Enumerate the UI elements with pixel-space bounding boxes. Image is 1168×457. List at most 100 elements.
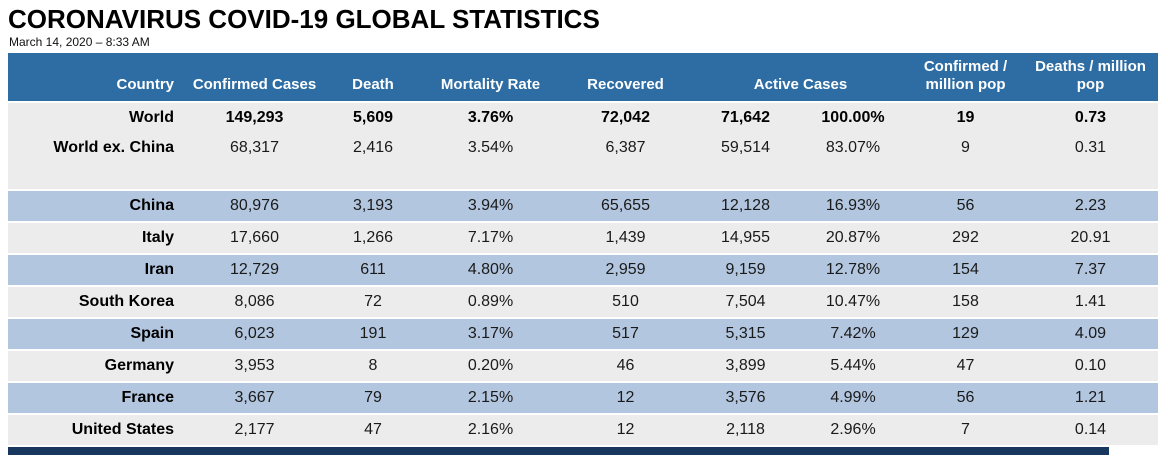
cell-value: 2.23 [1023, 190, 1158, 223]
cell-value: 2,416 [323, 133, 423, 163]
cell-value: 12.78% [798, 254, 908, 287]
table-row: South Korea 8,086 72 0.89% 510 7,504 10.47% 158… [8, 286, 1158, 319]
cell-value: 20.91 [1023, 222, 1158, 255]
cell-value: 191 [323, 318, 423, 351]
cell-value: 9,159 [693, 254, 798, 287]
cell-value: 3,953 [186, 350, 323, 383]
table-row: Spain 6,023 191 3.17% 517 5,315 7.42% 129 4.09 [8, 318, 1158, 351]
table-row: Italy 17,660 1,266 7.17% 1,439 14,955 20.87% 29… [8, 222, 1158, 255]
timestamp: March 14, 2020 – 8:33 AM [9, 35, 150, 49]
cell-value: 3,899 [693, 350, 798, 383]
cell-value: 611 [323, 254, 423, 287]
column-header: Confirmed Cases [186, 53, 323, 103]
column-header: Recovered [558, 53, 693, 103]
cell-value: 2.16% [423, 414, 558, 445]
cell-value: 72,042 [558, 102, 693, 133]
cell-value: 46 [558, 350, 693, 383]
cell-country: Germany [8, 350, 186, 383]
column-header: Deaths / million pop [1023, 53, 1158, 103]
cell-value: 129 [908, 318, 1023, 351]
cell-value: 3,193 [323, 190, 423, 223]
statistics-table: Country Confirmed Cases Death Mortality Rat… [8, 53, 1158, 445]
cell-value: 56 [908, 382, 1023, 415]
cell-country: France [8, 382, 186, 415]
cell-value: 4.99% [798, 382, 908, 415]
cell-value: 7,504 [693, 286, 798, 319]
column-header: Active Cases [693, 53, 908, 103]
cell-country: Italy [8, 222, 186, 255]
cell-country: United States [8, 414, 186, 445]
cell-value: 3.54% [423, 133, 558, 163]
cell-value: 8 [323, 350, 423, 383]
column-header: Confirmed / million pop [908, 53, 1023, 103]
cell-country: South Korea [8, 286, 186, 319]
cell-value: 71,642 [693, 102, 798, 133]
cell-value: 10.47% [798, 286, 908, 319]
cell-value: 12,128 [693, 190, 798, 223]
bottom-bar [8, 447, 1109, 455]
cell-value: 1,439 [558, 222, 693, 255]
table-row: France 3,667 79 2.15% 12 3,576 4.99% 56 1.21 [8, 382, 1158, 415]
cell-value: 12 [558, 382, 693, 415]
cell-value: 3.17% [423, 318, 558, 351]
cell-value: 7.42% [798, 318, 908, 351]
cell-value: 59,514 [693, 133, 798, 163]
cell-value: 1,266 [323, 222, 423, 255]
cell-value: 1.41 [1023, 286, 1158, 319]
table-row: Germany 3,953 8 0.20% 46 3,899 5.44% 47 0.10 [8, 350, 1158, 383]
cell-value: 7.37 [1023, 254, 1158, 287]
cell-value: 0.73 [1023, 102, 1158, 133]
cell-value: 3.94% [423, 190, 558, 223]
cell-value: 2,177 [186, 414, 323, 445]
cell-value: 7 [908, 414, 1023, 445]
cell-value: 100.00% [798, 102, 908, 133]
cell-value: 19 [908, 102, 1023, 133]
cell-value: 16.93% [798, 190, 908, 223]
cell-value: 6,023 [186, 318, 323, 351]
cell-value: 4.09 [1023, 318, 1158, 351]
cell-country: Iran [8, 254, 186, 287]
table-row: China 80,976 3,193 3.94% 65,655 12,128 16.93% 5… [8, 190, 1158, 223]
cell-value: 3,576 [693, 382, 798, 415]
cell-value: 2,959 [558, 254, 693, 287]
cell-value: 0.14 [1023, 414, 1158, 445]
cell-value: 17,660 [186, 222, 323, 255]
cell-value: 7.17% [423, 222, 558, 255]
cell-value: 5,315 [693, 318, 798, 351]
cell-value: 4.80% [423, 254, 558, 287]
cell-value: 8,086 [186, 286, 323, 319]
cell-value: 9 [908, 133, 1023, 163]
spacer-row [8, 163, 1158, 191]
table-row: United States 2,177 47 2.16% 12 2,118 2.96% 7 0.… [8, 414, 1158, 445]
cell-value: 149,293 [186, 102, 323, 133]
cell-value: 510 [558, 286, 693, 319]
cell-value: 80,976 [186, 190, 323, 223]
cell-value: 2.96% [798, 414, 908, 445]
table-row: World ex. China 68,317 2,416 3.54% 6,387 59,5… [8, 133, 1158, 163]
column-header: Country [8, 53, 186, 103]
cell-country: World ex. China [8, 133, 186, 163]
cell-value: 47 [908, 350, 1023, 383]
header-row: Country Confirmed Cases Death Mortality Rat… [8, 53, 1158, 103]
cell-value: 1.21 [1023, 382, 1158, 415]
spacer-cell [8, 163, 1158, 191]
cell-country: Spain [8, 318, 186, 351]
cell-value: 12,729 [186, 254, 323, 287]
page-title: CORONAVIRUS COVID-19 GLOBAL STATISTICS [8, 4, 600, 34]
cell-value: 0.31 [1023, 133, 1158, 163]
cell-value: 20.87% [798, 222, 908, 255]
cell-country: China [8, 190, 186, 223]
cell-value: 0.10 [1023, 350, 1158, 383]
cell-value: 154 [908, 254, 1023, 287]
cell-value: 68,317 [186, 133, 323, 163]
cell-value: 47 [323, 414, 423, 445]
cell-value: 65,655 [558, 190, 693, 223]
cell-value: 158 [908, 286, 1023, 319]
column-header: Death [323, 53, 423, 103]
table-row: Iran 12,729 611 4.80% 2,959 9,159 12.78% 154 7.3… [8, 254, 1158, 287]
cell-value: 3.76% [423, 102, 558, 133]
cell-country: World [8, 102, 186, 133]
cell-value: 2,118 [693, 414, 798, 445]
cell-value: 83.07% [798, 133, 908, 163]
cell-value: 5.44% [798, 350, 908, 383]
